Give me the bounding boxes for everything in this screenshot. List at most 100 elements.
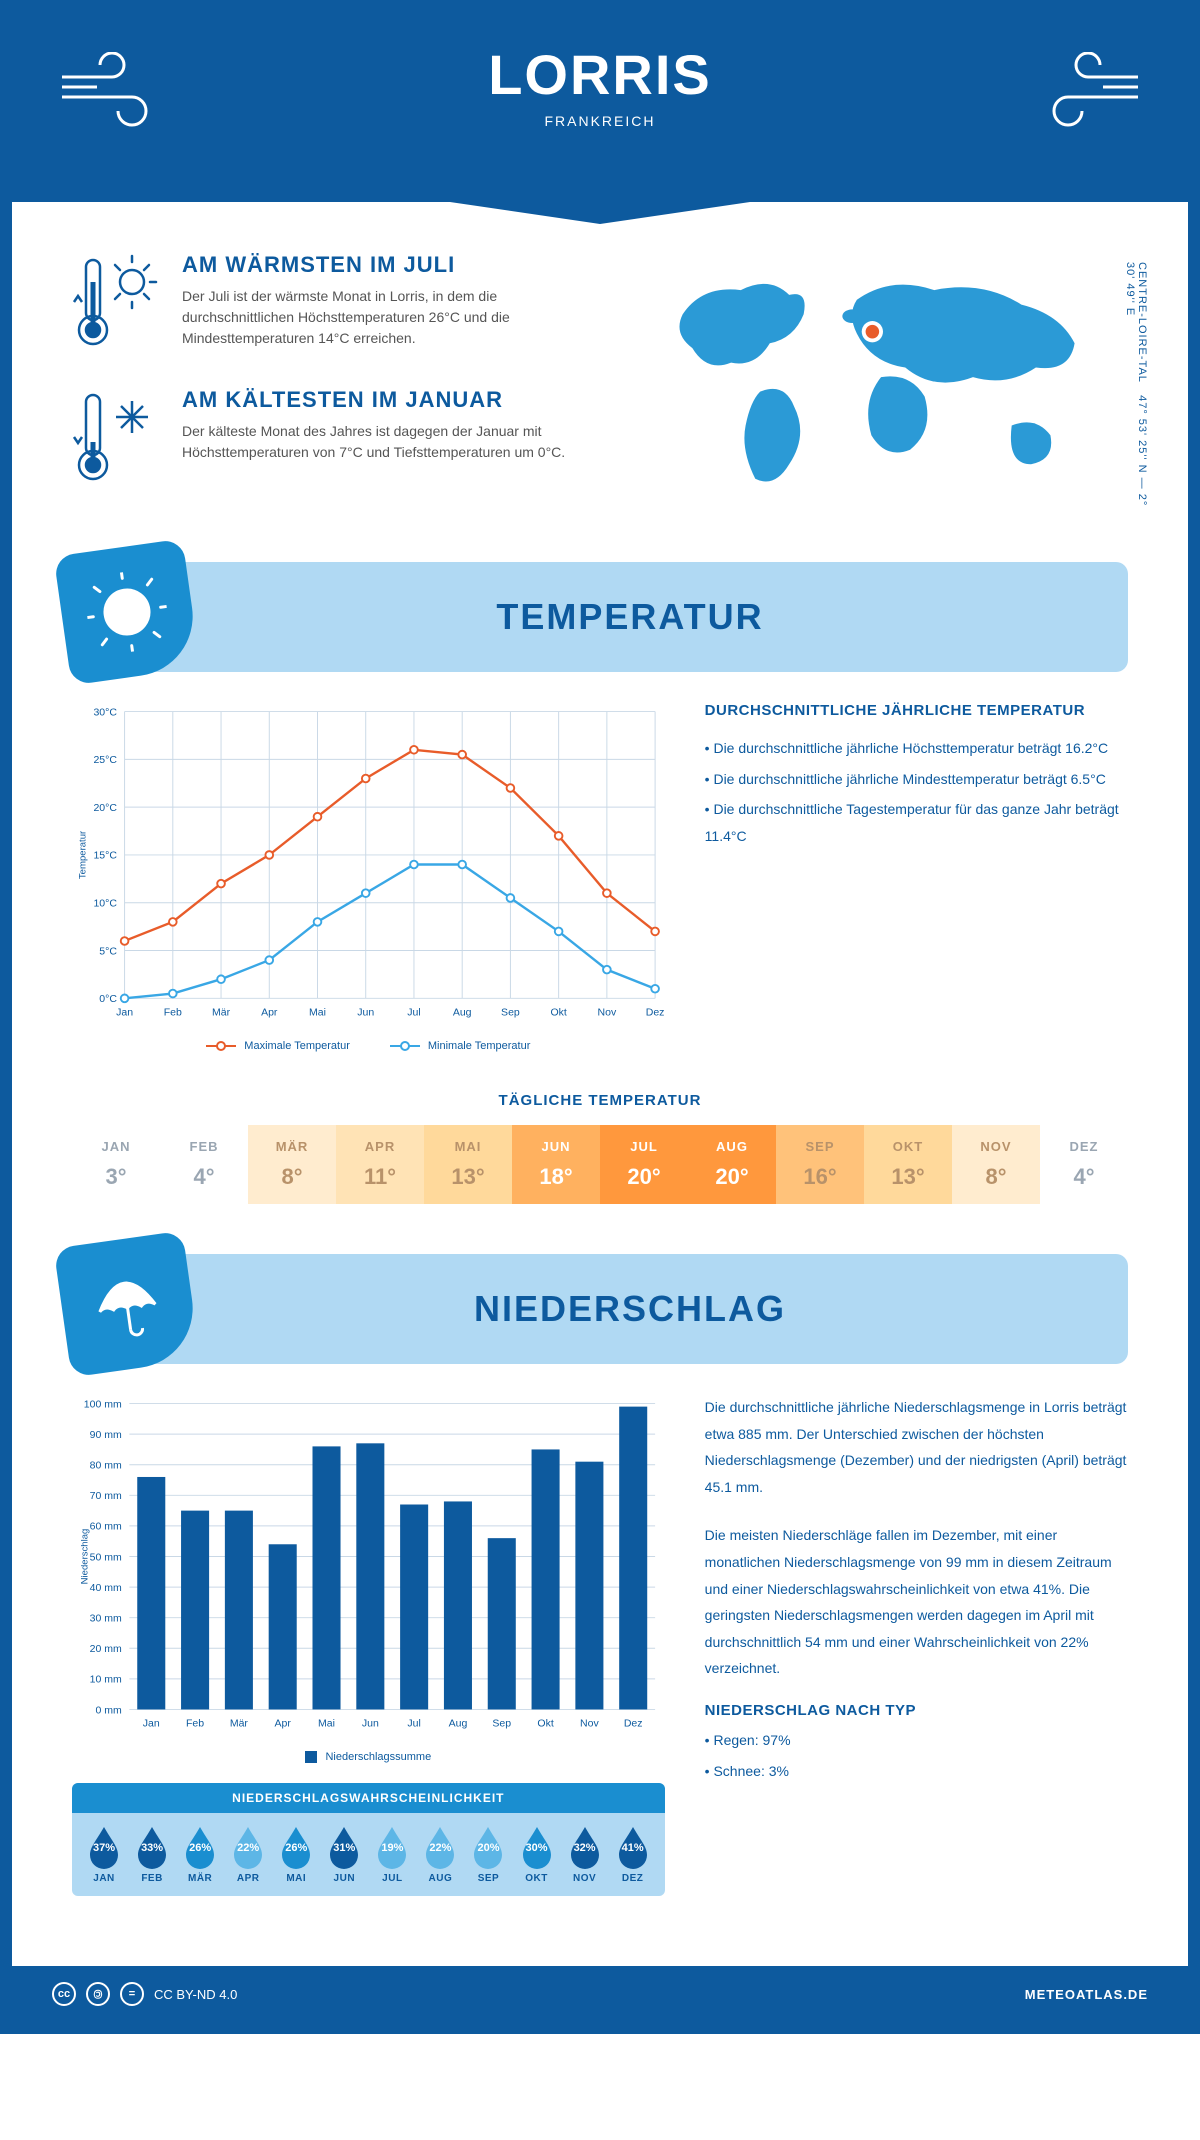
- svg-text:Jan: Jan: [116, 1007, 133, 1019]
- svg-text:80 mm: 80 mm: [90, 1460, 122, 1472]
- svg-text:15°C: 15°C: [93, 850, 117, 862]
- drop-icon: 33%: [135, 1825, 169, 1869]
- drop-icon: 22%: [231, 1825, 265, 1869]
- svg-text:90 mm: 90 mm: [90, 1429, 122, 1441]
- daily-cell: FEB4°: [160, 1125, 248, 1204]
- drop-icon: 19%: [375, 1825, 409, 1869]
- thermometer-snow-icon: [72, 387, 162, 492]
- svg-text:50 mm: 50 mm: [90, 1551, 122, 1563]
- svg-text:60 mm: 60 mm: [90, 1521, 122, 1533]
- probability-cell: 33% FEB: [128, 1825, 176, 1884]
- daily-cell: APR11°: [336, 1125, 424, 1204]
- svg-text:Feb: Feb: [186, 1718, 204, 1730]
- svg-text:Mär: Mär: [230, 1718, 249, 1730]
- umbrella-icon: [54, 1231, 201, 1378]
- thermometer-sun-icon: [72, 252, 162, 357]
- svg-text:Apr: Apr: [261, 1007, 278, 1019]
- warmest-text: Der Juli ist der wärmste Monat in Lorris…: [182, 286, 604, 349]
- probability-cell: 22% APR: [224, 1825, 272, 1884]
- cc-icon: cc: [52, 1982, 76, 2006]
- drop-icon: 41%: [616, 1825, 650, 1869]
- page-title: LORRIS: [488, 42, 712, 107]
- drop-icon: 22%: [423, 1825, 457, 1869]
- svg-text:25°C: 25°C: [93, 754, 117, 766]
- coldest-text: Der kälteste Monat des Jahres ist dagege…: [182, 421, 604, 463]
- drop-icon: 26%: [279, 1825, 313, 1869]
- drop-icon: 26%: [183, 1825, 217, 1869]
- svg-text:10 mm: 10 mm: [90, 1674, 122, 1686]
- daily-cell: JAN3°: [72, 1125, 160, 1204]
- probability-cell: 32% NOV: [561, 1825, 609, 1884]
- by-icon: 🄯: [86, 1982, 110, 2006]
- svg-text:30°C: 30°C: [93, 706, 117, 718]
- drop-icon: 32%: [568, 1825, 602, 1869]
- svg-text:0 mm: 0 mm: [95, 1704, 122, 1716]
- probability-title: NIEDERSCHLAGSWAHRSCHEINLICHKEIT: [72, 1783, 665, 1813]
- svg-text:Apr: Apr: [275, 1718, 292, 1730]
- wind-icon: [52, 52, 162, 137]
- svg-text:Niederschlag: Niederschlag: [79, 1529, 90, 1585]
- svg-text:Nov: Nov: [598, 1007, 617, 1019]
- license-label: CC BY-ND 4.0: [154, 1987, 237, 2002]
- warmest-title: AM WÄRMSTEN IM JULI: [182, 252, 604, 278]
- svg-text:Dez: Dez: [646, 1007, 665, 1019]
- svg-text:Mär: Mär: [212, 1007, 231, 1019]
- daily-cell: MAI13°: [424, 1125, 512, 1204]
- overview-row: AM WÄRMSTEN IM JULI Der Juli ist der wär…: [72, 252, 1128, 522]
- section-title: TEMPERATUR: [192, 596, 1128, 638]
- svg-text:20 mm: 20 mm: [90, 1643, 122, 1655]
- temperature-line-chart: 0°C5°C10°C15°C20°C25°C30°CJanFebMärAprMa…: [72, 702, 665, 1052]
- svg-text:Jan: Jan: [143, 1718, 160, 1730]
- probability-cell: 26% MAI: [272, 1825, 320, 1884]
- svg-text:Dez: Dez: [624, 1718, 643, 1730]
- svg-text:Jul: Jul: [407, 1718, 420, 1730]
- country-label: FRANKREICH: [488, 113, 712, 129]
- section-precipitation-header: NIEDERSCHLAG: [72, 1254, 1128, 1364]
- section-title: NIEDERSCHLAG: [192, 1288, 1128, 1330]
- footer: cc 🄯 = CC BY-ND 4.0 METEOATLAS.DE: [12, 1966, 1188, 2022]
- svg-text:Okt: Okt: [550, 1007, 566, 1019]
- precipitation-probability-box: NIEDERSCHLAGSWAHRSCHEINLICHKEIT 37% JAN …: [72, 1783, 665, 1896]
- precipitation-facts: Die durchschnittliche jährliche Niedersc…: [705, 1394, 1128, 1896]
- probability-cell: 31% JUN: [320, 1825, 368, 1884]
- daily-cell: OKT13°: [864, 1125, 952, 1204]
- precipitation-bar-chart: 0 mm 10 mm 20 mm 30 mm 40 mm 50 mm 60 mm 70 mm 8…: [72, 1394, 665, 1763]
- temperature-facts: DURCHSCHNITTLICHE JÄHRLICHE TEMPERATUR •…: [705, 702, 1128, 1052]
- svg-text:5°C: 5°C: [99, 945, 117, 957]
- probability-cell: 37% JAN: [80, 1825, 128, 1884]
- drop-icon: 30%: [520, 1825, 554, 1869]
- world-map: [644, 252, 1128, 512]
- svg-text:Sep: Sep: [501, 1007, 520, 1019]
- svg-text:Aug: Aug: [449, 1718, 468, 1730]
- daily-cell: AUG20°: [688, 1125, 776, 1204]
- drop-icon: 37%: [87, 1825, 121, 1869]
- daily-temp-title: TÄGLICHE TEMPERATUR: [72, 1092, 1128, 1109]
- coldest-block: AM KÄLTESTEN IM JANUAR Der kälteste Mona…: [72, 387, 604, 492]
- daily-cell: NOV8°: [952, 1125, 1040, 1204]
- svg-text:Mai: Mai: [318, 1718, 335, 1730]
- svg-text:10°C: 10°C: [93, 898, 117, 910]
- svg-text:0°C: 0°C: [99, 993, 117, 1005]
- probability-cell: 22% AUG: [416, 1825, 464, 1884]
- section-temperature-header: TEMPERATUR: [72, 562, 1128, 672]
- daily-cell: JUL20°: [600, 1125, 688, 1204]
- svg-text:70 mm: 70 mm: [90, 1490, 122, 1502]
- warmest-block: AM WÄRMSTEN IM JULI Der Juli ist der wär…: [72, 252, 604, 357]
- svg-text:Jul: Jul: [407, 1007, 420, 1019]
- svg-text:100 mm: 100 mm: [84, 1398, 122, 1410]
- daily-cell: DEZ4°: [1040, 1125, 1128, 1204]
- nd-icon: =: [120, 1982, 144, 2006]
- svg-text:40 mm: 40 mm: [90, 1582, 122, 1594]
- svg-text:Okt: Okt: [537, 1718, 553, 1730]
- probability-cell: 19% JUL: [368, 1825, 416, 1884]
- svg-text:30 mm: 30 mm: [90, 1613, 122, 1625]
- infographic-container: LORRIS FRANKREICH A: [0, 0, 1200, 2034]
- chart-legend: Niederschlagssumme: [72, 1751, 665, 1763]
- svg-text:Mai: Mai: [309, 1007, 326, 1019]
- probability-cell: 26% MÄR: [176, 1825, 224, 1884]
- daily-temp-grid: JAN3°FEB4°MÄR8°APR11°MAI13°JUN18°JUL20°A…: [72, 1125, 1128, 1204]
- svg-text:Nov: Nov: [580, 1718, 599, 1730]
- site-label: METEOATLAS.DE: [1025, 1987, 1148, 2002]
- ribbon-decoration: [450, 202, 750, 224]
- drop-icon: 20%: [471, 1825, 505, 1869]
